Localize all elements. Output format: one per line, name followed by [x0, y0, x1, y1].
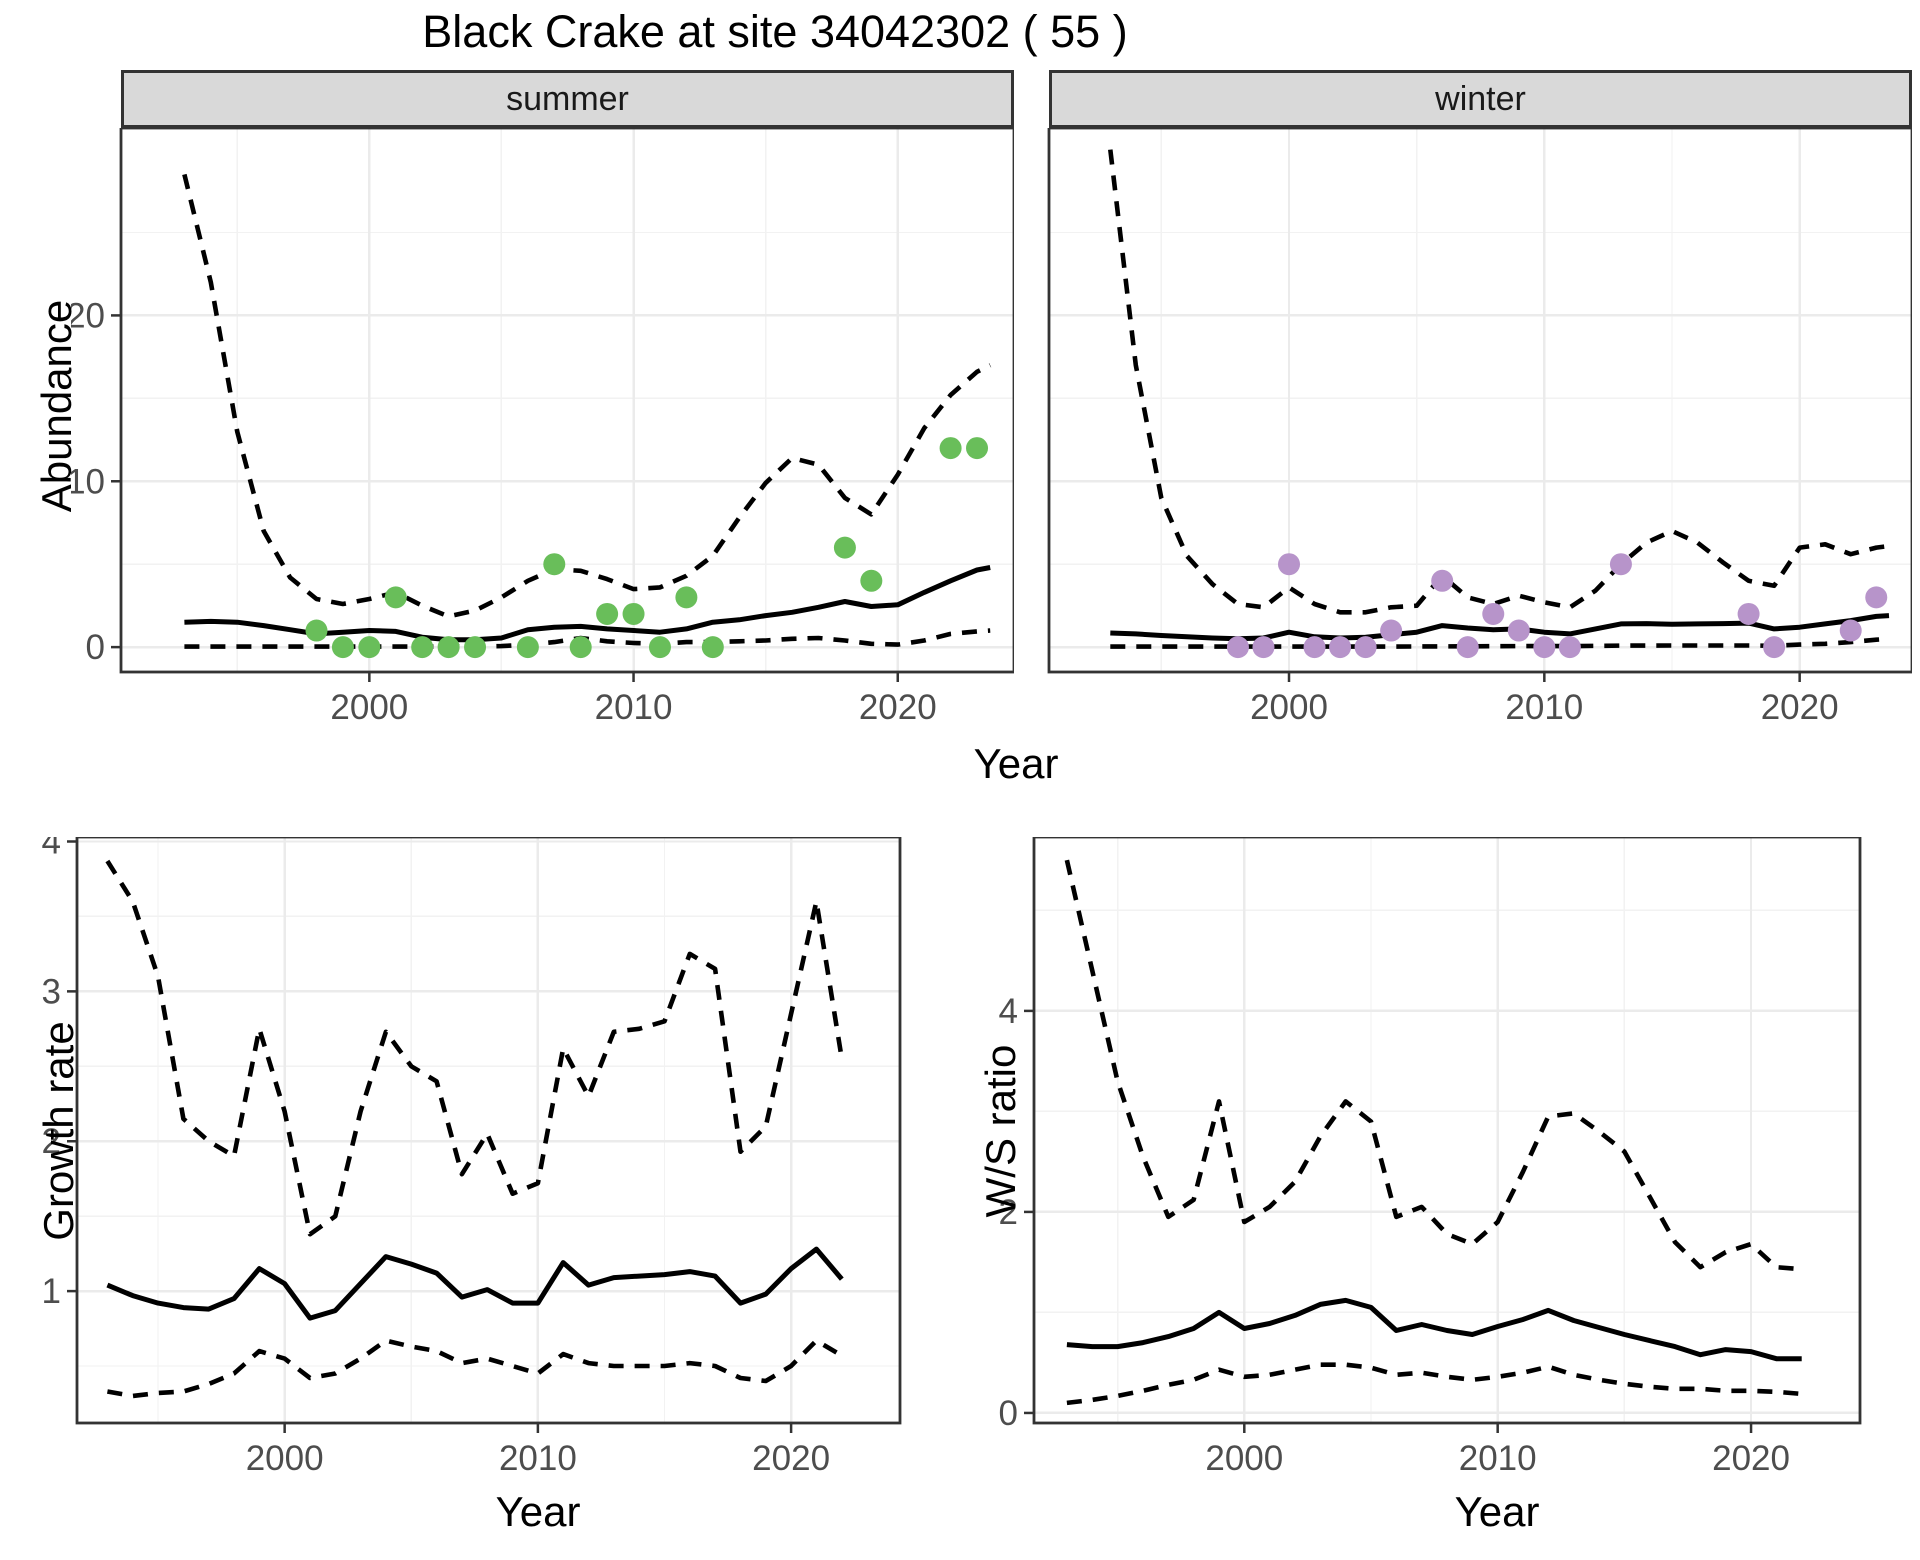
panel-border	[75, 837, 902, 1425]
panel-border	[1032, 837, 1862, 1425]
panel-border	[1047, 128, 1912, 674]
data-point	[1278, 553, 1301, 576]
y-tick-label: 4	[42, 837, 61, 861]
ci-lower-line	[106, 1338, 843, 1399]
growth-rate-panel: 2000 2010 2020 1 2 3 4	[42, 837, 902, 1478]
y-axis-title-growth-rate: Growth rate	[35, 1021, 82, 1241]
y-axis-title-abundance: Abundance	[33, 299, 80, 513]
data-point	[1380, 619, 1403, 642]
data-point	[1456, 636, 1479, 659]
panel-background	[1049, 128, 1912, 672]
page-title: Black Crake at site 34042302 ( 55 )	[422, 6, 1128, 57]
series-group	[105, 859, 845, 1399]
series-group	[182, 173, 992, 659]
data-point	[1737, 602, 1760, 625]
data-point	[411, 636, 434, 659]
facet-strip-winter-label: winter	[1435, 79, 1526, 118]
ci-upper-line	[182, 173, 992, 619]
y-tick-label: 10	[71, 462, 105, 501]
ci-upper-line	[1108, 149, 1890, 615]
x-axis-title-ws-ratio: Year	[1454, 1488, 1540, 1535]
facet-strip-summer: summer	[121, 70, 1014, 128]
data-point	[1839, 619, 1862, 642]
x-tick-label: 2000	[330, 688, 408, 727]
data-point	[1533, 636, 1556, 659]
x-tick-label: 2000	[246, 1439, 324, 1478]
x-tick-label: 2020	[1712, 1439, 1790, 1478]
data-point	[384, 586, 407, 609]
y-axis-title-ws-ratio: W/S ratio	[977, 1044, 1024, 1218]
x-tick-label: 2020	[859, 688, 937, 727]
series-group	[1064, 859, 1802, 1406]
data-point	[305, 619, 328, 642]
data-point	[1482, 602, 1505, 625]
data-point	[1558, 636, 1581, 659]
panel-border	[119, 128, 1014, 674]
data-point	[331, 636, 354, 659]
y-tick-label: 1	[42, 1272, 61, 1311]
x-tick-label: 2000	[1250, 688, 1328, 727]
data-point	[1303, 636, 1326, 659]
data-point	[1431, 569, 1454, 592]
data-point	[1252, 636, 1275, 659]
abundance-winter-panel: 2000 2010 2020	[1047, 128, 1912, 727]
data-point	[358, 636, 381, 659]
y-tick-label: 3	[42, 972, 61, 1011]
x-tick-label: 2010	[1505, 688, 1583, 727]
ci-upper-line	[105, 859, 845, 1237]
ci-upper-line	[1064, 859, 1802, 1272]
data-point	[516, 636, 539, 659]
data-point	[622, 602, 645, 625]
median-line	[106, 1246, 844, 1321]
data-point	[596, 602, 619, 625]
data-point	[1865, 586, 1888, 609]
y-tick-label: 0	[999, 1394, 1018, 1433]
x-axis-title-abundance: Year	[973, 740, 1059, 787]
data-point	[675, 586, 698, 609]
data-point	[833, 536, 856, 559]
data-point	[1507, 619, 1530, 642]
x-axis-title-growth-rate: Year	[495, 1488, 581, 1535]
facet-strip-summer-label: summer	[506, 79, 629, 118]
data-point	[1226, 636, 1249, 659]
data-point	[543, 553, 566, 576]
x-tick-label: 2020	[752, 1439, 830, 1478]
data-point	[1354, 636, 1377, 659]
data-point	[648, 636, 671, 659]
panel-background	[1034, 837, 1860, 1423]
y-tick-label: 20	[71, 296, 105, 335]
median-line	[1066, 1297, 1802, 1362]
data-point	[1329, 636, 1352, 659]
data-point	[701, 636, 724, 659]
data-point	[1609, 553, 1632, 576]
data-point	[569, 636, 592, 659]
facet-strip-winter: winter	[1049, 70, 1912, 128]
y-tick-label: 4	[999, 992, 1018, 1031]
panel-background	[121, 128, 1014, 672]
x-tick-label: 2000	[1205, 1439, 1283, 1478]
ci-lower-line	[1066, 1362, 1802, 1406]
series-group	[1108, 149, 1890, 659]
abundance-summer-panel: 2000 2010 2020 0 10 20	[71, 128, 1014, 727]
x-tick-label: 2010	[595, 688, 673, 727]
y-tick-label: 2	[42, 1122, 61, 1161]
data-point	[1763, 636, 1786, 659]
data-point	[464, 636, 487, 659]
ws-ratio-panel: 2000 2010 2020 0 2 4	[999, 837, 1862, 1478]
x-tick-label: 2010	[1459, 1439, 1537, 1478]
y-tick-label: 2	[999, 1193, 1018, 1232]
data-point	[966, 437, 989, 460]
panel-background	[77, 837, 900, 1423]
data-point	[437, 636, 460, 659]
x-tick-label: 2020	[1761, 688, 1839, 727]
x-tick-label: 2010	[499, 1439, 577, 1478]
ci-lower-line	[184, 628, 991, 649]
data-point	[860, 569, 883, 592]
y-tick-label: 0	[86, 628, 105, 667]
data-point	[939, 437, 962, 460]
